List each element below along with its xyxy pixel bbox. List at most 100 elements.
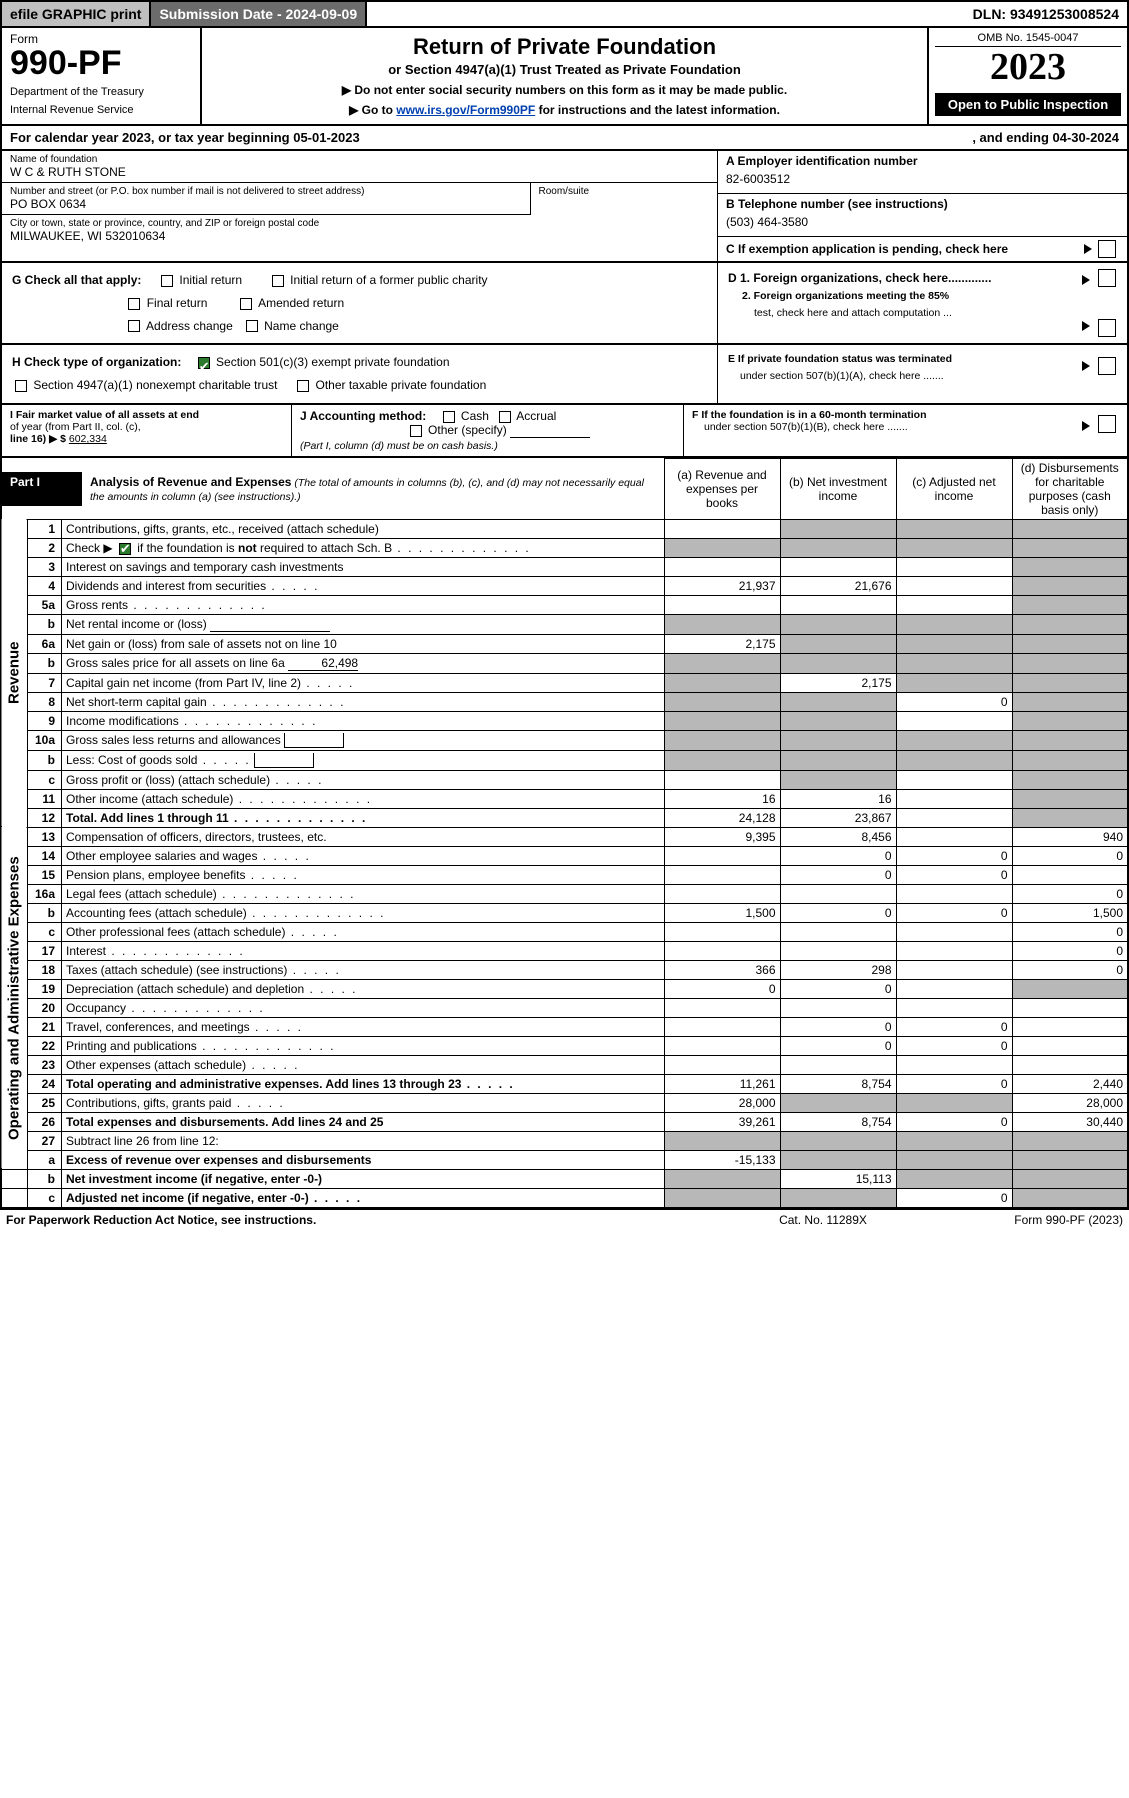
part1-table: Part I Analysis of Revenue and Expenses … — [0, 458, 1129, 1209]
row-10a: 10aGross sales less returns and allowanc… — [1, 730, 1128, 750]
dept-irs: Internal Revenue Service — [10, 104, 192, 116]
phone-value: (503) 464-3580 — [726, 211, 1119, 233]
room-suite-cell: Room/suite — [531, 183, 718, 215]
row-18: 18Taxes (attach schedule) (see instructi… — [1, 960, 1128, 979]
irs-link[interactable]: www.irs.gov/Form990PF — [396, 103, 535, 117]
row-26: 26Total expenses and disbursements. Add … — [1, 1112, 1128, 1131]
row-19: 19Depreciation (attach schedule) and dep… — [1, 979, 1128, 998]
form-id-block: Form 990-PF Department of the Treasury I… — [2, 28, 202, 124]
row-10b: bLess: Cost of goods sold — [1, 750, 1128, 770]
name-change-checkbox[interactable] — [246, 320, 258, 332]
g-block: G Check all that apply: Initial return I… — [2, 263, 717, 343]
e-block: E If private foundation status was termi… — [717, 345, 1127, 403]
row-15: 15Pension plans, employee benefits00 — [1, 865, 1128, 884]
other-method-checkbox[interactable] — [410, 425, 422, 437]
cash-checkbox[interactable] — [443, 411, 455, 423]
part1-title: Analysis of Revenue and Expenses — [90, 475, 291, 489]
accrual-checkbox[interactable] — [499, 411, 511, 423]
city-cell: City or town, state or province, country… — [2, 215, 717, 246]
initial-return-checkbox[interactable] — [161, 275, 173, 287]
dln-number: DLN: 93491253008524 — [965, 2, 1127, 26]
arrow-icon — [1082, 275, 1090, 285]
i-j-f-row: I Fair market value of all assets at end… — [0, 405, 1129, 458]
goto-line: ▶ Go to www.irs.gov/Form990PF for instru… — [212, 103, 917, 117]
ssn-warning: ▶ Do not enter social security numbers o… — [212, 83, 917, 97]
row-27: 27Subtract line 26 from line 12: — [1, 1131, 1128, 1150]
row-5a: 5aGross rents — [1, 595, 1128, 614]
form-ref: Form 990-PF (2023) — [923, 1213, 1123, 1227]
row-22: 22Printing and publications00 — [1, 1036, 1128, 1055]
form-header: Form 990-PF Department of the Treasury I… — [0, 28, 1129, 126]
entity-block: Name of foundation W C & RUTH STONE Numb… — [0, 151, 1129, 263]
d2-checkbox[interactable] — [1098, 319, 1116, 337]
row-2: 2Check ▶ if the foundation is not requir… — [1, 538, 1128, 557]
row-16b: bAccounting fees (attach schedule)1,5000… — [1, 903, 1128, 922]
row-9: 9Income modifications — [1, 711, 1128, 730]
d1-checkbox[interactable] — [1098, 269, 1116, 287]
d-block: D 1. Foreign organizations, check here..… — [717, 263, 1127, 343]
row-27c: cAdjusted net income (if negative, enter… — [1, 1188, 1128, 1208]
ein-cell: A Employer identification number 82-6003… — [718, 151, 1127, 194]
501c3-checkbox[interactable] — [198, 357, 210, 369]
row-25: 25Contributions, gifts, grants paid28,00… — [1, 1093, 1128, 1112]
f-checkbox[interactable] — [1098, 415, 1116, 433]
address-change-checkbox[interactable] — [128, 320, 140, 332]
arrow-icon — [1082, 361, 1090, 371]
cat-number: Cat. No. 11289X — [723, 1213, 923, 1227]
tax-year: 2023 — [935, 47, 1121, 89]
fmv-value: 602,334 — [69, 433, 107, 445]
row-10c: cGross profit or (loss) (attach schedule… — [1, 770, 1128, 789]
row-16c: cOther professional fees (attach schedul… — [1, 922, 1128, 941]
j-block: J Accounting method: Cash Accrual Other … — [292, 405, 684, 456]
form-number: 990-PF — [10, 46, 192, 80]
gross-sales-6a: 62,498 — [288, 656, 358, 671]
efile-badge: efile GRAPHIC print — [2, 2, 151, 26]
initial-public-checkbox[interactable] — [272, 275, 284, 287]
foundation-name: W C & RUTH STONE — [10, 165, 709, 179]
arrow-icon — [1084, 244, 1092, 254]
h-e-row: H Check type of organization: Section 50… — [0, 345, 1129, 405]
foundation-name-cell: Name of foundation W C & RUTH STONE — [2, 151, 717, 183]
form-title-block: Return of Private Foundation or Section … — [202, 28, 927, 124]
top-bar: efile GRAPHIC print Submission Date - 20… — [0, 0, 1129, 28]
row-7: 7Capital gain net income (from Part IV, … — [1, 673, 1128, 692]
omb-year-block: OMB No. 1545-0047 2023 Open to Public In… — [927, 28, 1127, 124]
part1-badge: Part I — [2, 472, 82, 506]
row-8: 8Net short-term capital gain0 — [1, 692, 1128, 711]
row-27a: aExcess of revenue over expenses and dis… — [1, 1150, 1128, 1169]
omb-number: OMB No. 1545-0047 — [935, 30, 1121, 47]
row-16a: 16aLegal fees (attach schedule)0 — [1, 884, 1128, 903]
po-box: PO BOX 0634 — [10, 197, 522, 211]
col-a-header: (a) Revenue and expenses per books — [664, 458, 780, 519]
calendar-year-row: For calendar year 2023, or tax year begi… — [0, 126, 1129, 151]
final-return-checkbox[interactable] — [128, 298, 140, 310]
expenses-side-label: Operating and Administrative Expenses — [1, 827, 28, 1169]
revenue-side-label: Revenue — [1, 519, 28, 827]
amended-checkbox[interactable] — [240, 298, 252, 310]
row-13: Operating and Administrative Expenses 13… — [1, 827, 1128, 846]
col-d-header: (d) Disbursements for charitable purpose… — [1012, 458, 1128, 519]
i-block: I Fair market value of all assets at end… — [2, 405, 292, 456]
schb-checkbox[interactable] — [119, 543, 131, 555]
dept-treasury: Department of the Treasury — [10, 86, 192, 98]
row-11: 11Other income (attach schedule)1616 — [1, 789, 1128, 808]
address-cell: Number and street (or P.O. box number if… — [2, 183, 531, 215]
row-20: 20Occupancy — [1, 998, 1128, 1017]
4947-checkbox[interactable] — [15, 380, 27, 392]
submission-date: Submission Date - 2024-09-09 — [151, 2, 367, 26]
f-block: F If the foundation is in a 60-month ter… — [684, 405, 1127, 456]
other-taxable-checkbox[interactable] — [297, 380, 309, 392]
form-title: Return of Private Foundation — [212, 34, 917, 60]
col-c-header: (c) Adjusted net income — [896, 458, 1012, 519]
row-21: 21Travel, conferences, and meetings00 — [1, 1017, 1128, 1036]
exemption-checkbox[interactable] — [1098, 240, 1116, 258]
open-public-badge: Open to Public Inspection — [935, 93, 1121, 116]
arrow-icon — [1082, 421, 1090, 431]
row-5b: bNet rental income or (loss) — [1, 614, 1128, 634]
h-block: H Check type of organization: Section 50… — [2, 345, 717, 403]
e-checkbox[interactable] — [1098, 357, 1116, 375]
row-24: 24Total operating and administrative exp… — [1, 1074, 1128, 1093]
cal-year-end: , and ending 04-30-2024 — [972, 130, 1119, 145]
ein-value: 82-6003512 — [726, 168, 1119, 190]
row-27b: bNet investment income (if negative, ent… — [1, 1169, 1128, 1188]
